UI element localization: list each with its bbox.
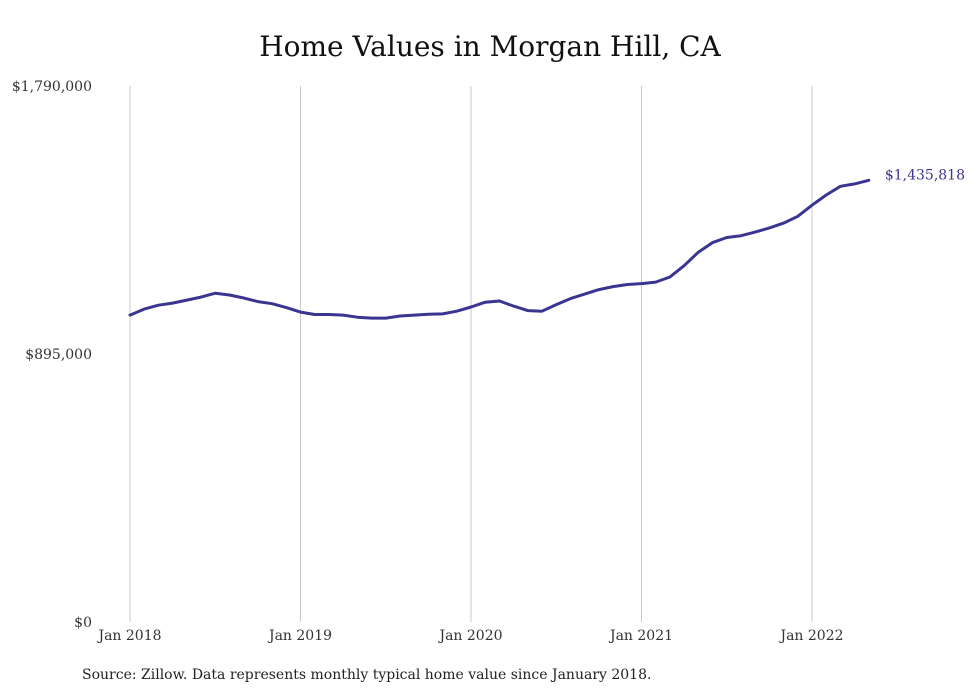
- y-tick-label: $0: [74, 615, 92, 631]
- chart-title: Home Values in Morgan Hill, CA: [259, 30, 721, 63]
- x-tick-label: Jan 2019: [267, 628, 332, 644]
- x-tick-label: Jan 2021: [608, 628, 673, 644]
- end-value-label: $1,435,818: [885, 167, 965, 183]
- x-tick-label: Jan 2018: [96, 628, 161, 644]
- y-axis-labels: $0 $895,000 $1,790,000: [12, 79, 92, 631]
- end-labels: $1,435,818: [885, 167, 965, 183]
- grid-lines: [129, 86, 813, 622]
- source-note: Source: Zillow. Data represents monthly …: [82, 667, 652, 683]
- x-tick-label: Jan 2022: [778, 628, 843, 644]
- x-axis-labels: Jan 2018 Jan 2019 Jan 2020 Jan 2021 Jan 2022: [96, 628, 843, 644]
- series-line: [128, 178, 871, 320]
- y-tick-label: $1,790,000: [12, 79, 92, 95]
- x-tick-label: Jan 2020: [437, 628, 502, 644]
- y-tick-label: $895,000: [25, 347, 92, 363]
- series-lines: [128, 178, 871, 320]
